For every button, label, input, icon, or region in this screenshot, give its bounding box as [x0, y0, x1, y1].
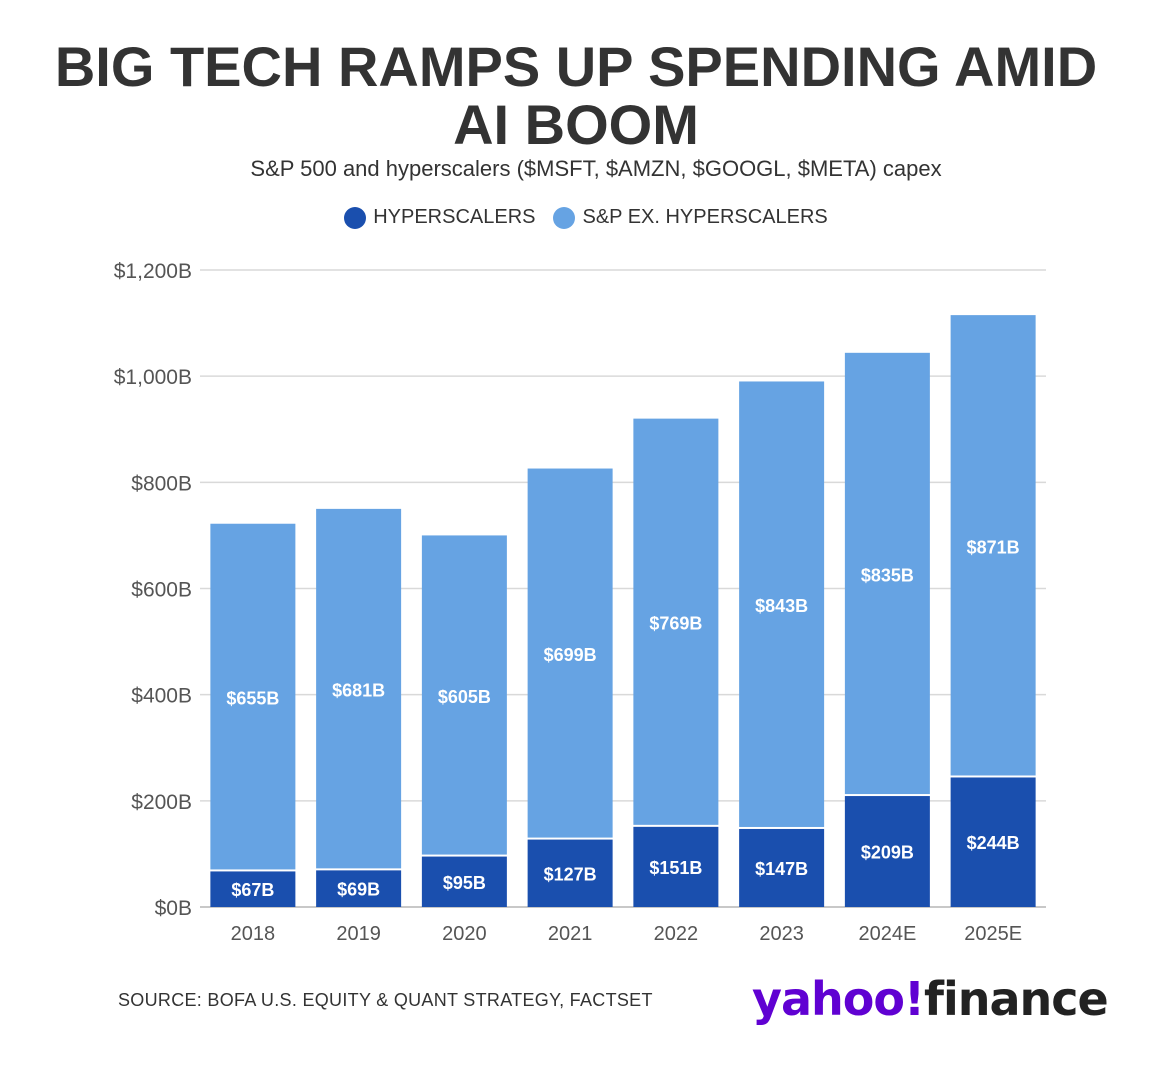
data-label-sp-ex-hyperscalers: $835B: [861, 565, 914, 585]
data-label-sp-ex-hyperscalers: $699B: [544, 645, 597, 665]
legend-swatch-sp-ex-hyperscalers: [553, 206, 576, 229]
bar-hyperscalers: [633, 826, 719, 907]
legend-swatch-hyperscalers: [344, 206, 367, 229]
chart-legend: HYPERSCALERS S&P EX. HYPERSCALERS: [0, 206, 1152, 229]
bar-sp-ex-hyperscalers: [633, 418, 719, 825]
data-label-sp-ex-hyperscalers: $871B: [967, 537, 1020, 557]
x-tick-label: 2024E: [858, 923, 916, 945]
bar-hyperscalers: [950, 777, 1036, 907]
bar-sp-ex-hyperscalers: [739, 381, 825, 827]
x-tick-label: 2023: [759, 923, 804, 945]
bar-sp-ex-hyperscalers: [950, 315, 1036, 776]
x-tick-label: 2025E: [964, 923, 1022, 945]
y-tick-label: $400B: [131, 685, 192, 708]
x-tick-label: 2021: [548, 923, 593, 945]
chart-title-line-2: AI BOOM: [453, 93, 699, 156]
bar-hyperscalers: [527, 839, 613, 907]
legend-item-hyperscalers: HYPERSCALERS: [344, 206, 535, 229]
data-label-hyperscalers: $67B: [231, 880, 274, 900]
chart-title: BIG TECH RAMPS UP SPENDING AMID AI BOOM: [0, 38, 1152, 154]
bar-sp-ex-hyperscalers: [421, 535, 507, 855]
data-label-hyperscalers: $69B: [337, 880, 380, 900]
y-tick-label: $1,200B: [114, 260, 192, 283]
y-tick-label: $0B: [155, 897, 192, 920]
legend-label-hyperscalers: HYPERSCALERS: [373, 206, 536, 228]
data-label-sp-ex-hyperscalers: $605B: [438, 687, 491, 707]
data-label-sp-ex-hyperscalers: $769B: [649, 614, 702, 634]
data-label-sp-ex-hyperscalers: $681B: [332, 681, 385, 701]
bar-sp-ex-hyperscalers: [844, 352, 930, 795]
bar-hyperscalers: [316, 870, 402, 907]
legend-item-sp-ex-hyperscalers: S&P EX. HYPERSCALERS: [553, 206, 828, 229]
bar-hyperscalers: [421, 856, 507, 907]
data-label-sp-ex-hyperscalers: $843B: [755, 596, 808, 616]
source-note: SOURCE: BOFA U.S. EQUITY & QUANT STRATEG…: [118, 990, 653, 1010]
y-tick-label: $200B: [131, 791, 192, 814]
data-label-sp-ex-hyperscalers: $655B: [226, 689, 279, 709]
y-tick-label: $1,000B: [114, 366, 192, 389]
bar-sp-ex-hyperscalers: [316, 508, 402, 869]
data-label-hyperscalers: $95B: [443, 873, 486, 893]
bar-hyperscalers: [739, 828, 825, 907]
yahoo-finance-logo: yahoo!finance: [752, 972, 1109, 1026]
y-tick-label: $600B: [131, 579, 192, 602]
data-label-hyperscalers: $209B: [861, 843, 914, 863]
y-tick-label: $800B: [131, 472, 192, 495]
data-label-hyperscalers: $147B: [755, 859, 808, 879]
chart-title-line-1: BIG TECH RAMPS UP SPENDING AMID: [54, 35, 1098, 98]
x-tick-label: 2020: [442, 923, 487, 945]
bar-hyperscalers: [844, 796, 930, 907]
bar-sp-ex-hyperscalers: [210, 523, 296, 870]
data-label-hyperscalers: $127B: [544, 864, 597, 884]
bar-sp-ex-hyperscalers: [527, 468, 613, 838]
x-tick-label: 2019: [336, 923, 381, 945]
logo-finance-text: finance: [923, 972, 1109, 1026]
x-tick-label: 2018: [231, 923, 276, 945]
data-label-hyperscalers: $244B: [967, 833, 1020, 853]
chart-subtitle: S&P 500 and hyperscalers ($MSFT, $AMZN, …: [250, 156, 942, 181]
bar-hyperscalers: [210, 871, 296, 907]
logo-yahoo-text: yahoo!: [752, 972, 925, 1026]
legend-label-sp-ex-hyperscalers: S&P EX. HYPERSCALERS: [582, 206, 828, 228]
x-tick-label: 2022: [654, 923, 699, 945]
data-label-hyperscalers: $151B: [649, 858, 702, 878]
